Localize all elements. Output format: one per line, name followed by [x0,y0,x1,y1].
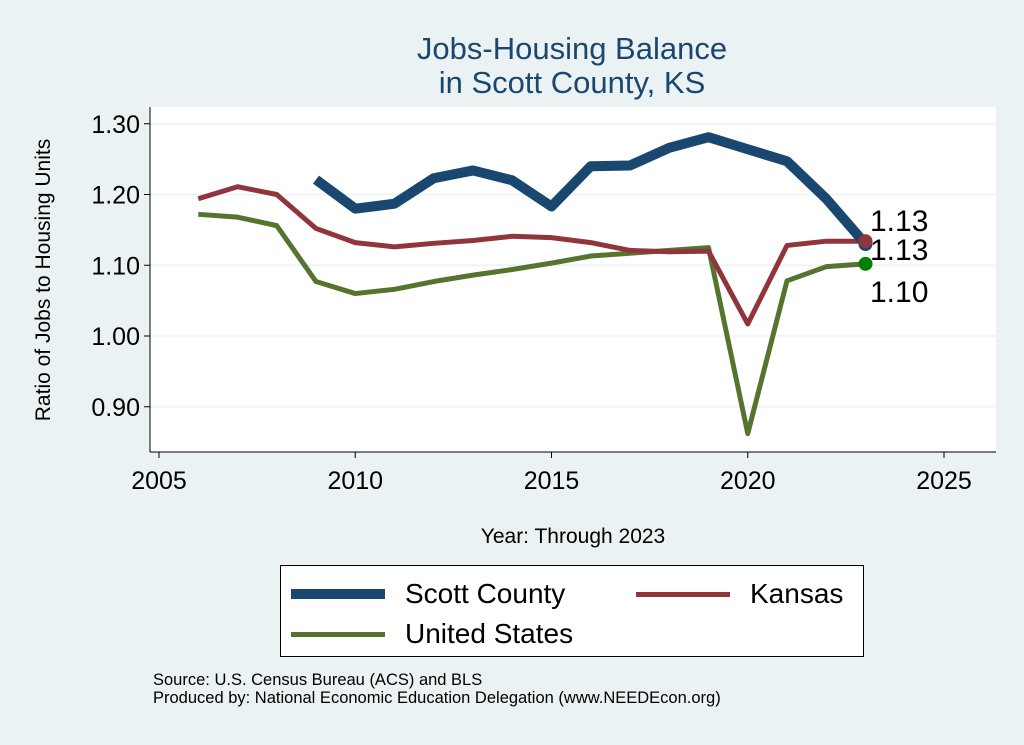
y-tick-label: 1.10 [91,252,140,280]
legend-swatch [291,631,385,637]
end-value-label: 1.13 [870,234,928,267]
end-point-marker [858,234,873,249]
y-axis-label: Ratio of Jobs to Housing Units [32,139,55,421]
x-axis-label: Year: Through 2023 [481,525,666,548]
producer-line: Produced by: National Economic Education… [153,689,721,707]
x-tick-label: 2005 [131,467,187,495]
legend-item-united-states: United States [291,618,573,650]
legend-label: Scott County [405,578,566,609]
end-point-marker [858,256,873,271]
series-line-united-states [198,211,866,437]
source-note: Source: U.S. Census Bureau (ACS) and BLS… [153,671,721,707]
series-line-kansas [197,184,866,327]
end-value-label: 1.10 [870,276,928,309]
end-value-label: 1.13 [870,205,928,238]
chart-title: Jobs-Housing Balance in Scott County, KS [0,32,1024,100]
legend: Scott County Kansas United States [280,565,864,657]
plot-area [150,107,996,452]
legend-swatch [291,589,385,599]
y-tick-label: 1.20 [91,182,140,210]
source-line: Source: U.S. Census Bureau (ACS) and BLS [153,671,483,689]
title-line-2: in Scott County, KS [438,65,706,100]
y-tick-label: 1.30 [91,111,140,139]
legend-swatch [636,591,730,597]
legend-item-scott-county: Scott County [291,578,565,610]
x-tick-label: 2020 [720,467,776,495]
legend-label: Kansas [750,578,844,609]
y-tick-label: 0.90 [91,394,140,422]
legend-item-kansas: Kansas [636,578,843,610]
series-line-scott-county [313,132,870,248]
legend-label: United States [405,618,574,649]
x-tick-label: 2015 [524,467,580,495]
x-tick-label: 2025 [916,467,972,495]
y-tick-label: 1.00 [91,323,140,351]
x-tick-label: 2010 [327,467,383,495]
title-line-1: Jobs-Housing Balance [416,31,728,66]
